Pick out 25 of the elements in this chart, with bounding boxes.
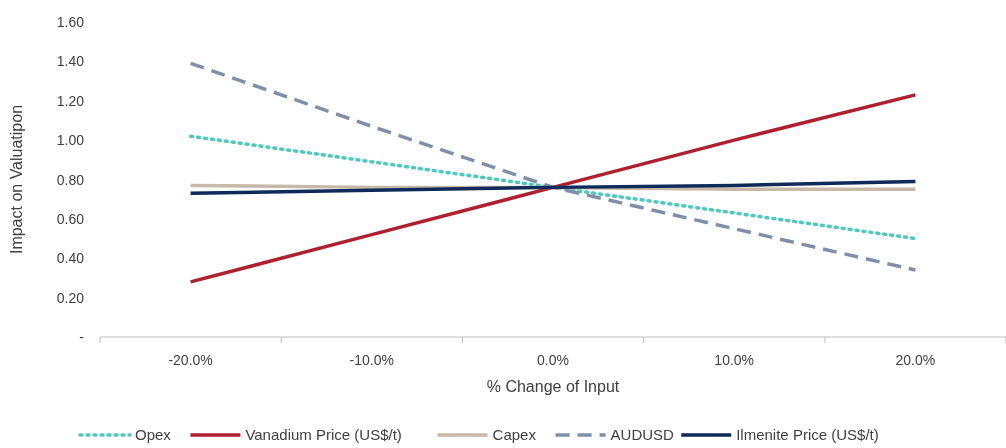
legend-label: Ilmenite Price (US$/t)	[736, 426, 879, 443]
y-tick-label: 0.80	[56, 171, 85, 188]
y-tick-label: 1.60	[56, 14, 85, 30]
line-series	[188, 134, 918, 241]
y-tick-label: 1.20	[56, 92, 85, 109]
legend-label: AUDUSD	[610, 426, 675, 443]
x-axis-title: % Change of Input	[486, 378, 620, 395]
legend-label: Capex	[492, 426, 537, 443]
legend-label: Opex	[135, 426, 172, 443]
line-series	[188, 179, 918, 196]
y-axis-title: Impact on Valuatipon	[8, 104, 25, 255]
legend-label: Vanadium Price (US$/t)	[245, 426, 402, 443]
x-tick-label: -10.0%	[349, 352, 394, 368]
x-tick-label: -20.0%	[168, 352, 213, 368]
y-tick-label: 0.60	[56, 210, 85, 227]
x-tick-label: 10.0%	[714, 352, 755, 368]
y-tick-label: 0.40	[56, 250, 85, 267]
y-tick-label: 0.20	[56, 289, 85, 306]
x-tick-label: 20.0%	[895, 352, 936, 368]
line-series	[188, 93, 918, 284]
y-tick-label: 1.40	[56, 53, 85, 70]
line-series	[188, 61, 918, 272]
y-tick-label: 1.00	[56, 132, 85, 149]
y-tick-label: -	[79, 329, 85, 345]
x-tick-label: 0.0%	[537, 352, 569, 368]
